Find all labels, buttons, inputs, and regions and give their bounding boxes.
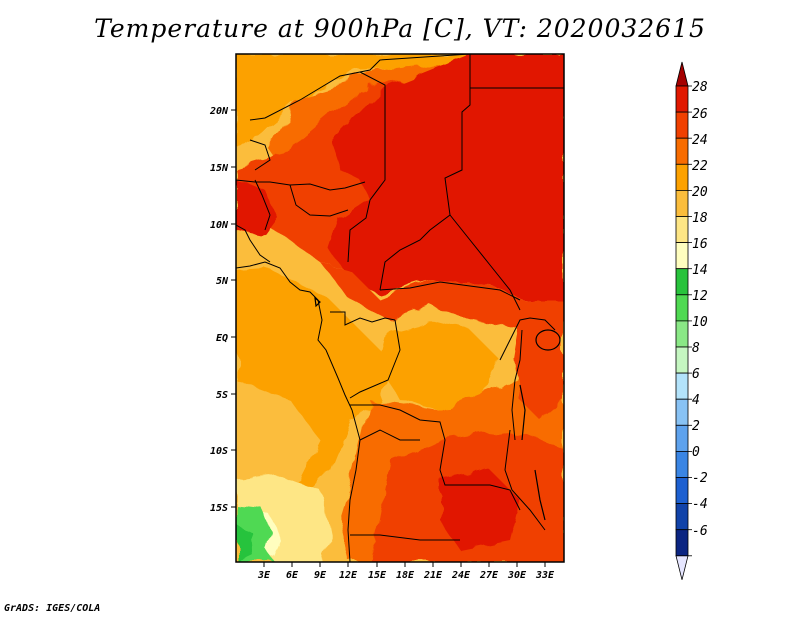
temperature-field bbox=[236, 54, 564, 562]
colorbar-swatch bbox=[675, 111, 689, 139]
colorbar-swatch bbox=[675, 242, 689, 270]
colorbar-label: 14 bbox=[692, 263, 708, 278]
lat-label-10n: 10N bbox=[210, 220, 229, 231]
lon-label-18e: 18E bbox=[396, 570, 415, 581]
colorbar-swatch bbox=[675, 529, 689, 557]
colorbar-label: 24 bbox=[692, 133, 708, 148]
colorbar-swatch bbox=[675, 85, 689, 113]
colorbar-label: 26 bbox=[692, 107, 708, 122]
colorbar-label: -4 bbox=[692, 497, 708, 512]
colorbar-label: 4 bbox=[692, 393, 700, 408]
colorbar-label: 2 bbox=[692, 419, 700, 434]
lat-label-eq: EQ bbox=[216, 333, 228, 344]
colorbar-label: 18 bbox=[692, 211, 708, 226]
colorbar-swatch bbox=[675, 372, 689, 400]
colorbar-bottom-arrow bbox=[675, 555, 689, 580]
colorbar-swatch bbox=[675, 216, 689, 244]
colorbar bbox=[675, 61, 692, 580]
colorbar-swatch bbox=[675, 346, 689, 374]
colorbar-swatch bbox=[675, 477, 689, 505]
colorbar-label: 12 bbox=[692, 289, 708, 304]
lat-label-10s: 10S bbox=[210, 446, 228, 457]
colorbar-swatch bbox=[675, 450, 689, 478]
colorbar-label: -2 bbox=[692, 471, 708, 486]
lakes bbox=[314, 296, 561, 521]
lon-label-6e: 6E bbox=[286, 570, 299, 581]
colorbar-top-arrow bbox=[675, 61, 689, 87]
colorbar-label: 28 bbox=[692, 80, 708, 95]
lon-label-24e: 24E bbox=[451, 570, 471, 581]
lon-label-9e: 9E bbox=[314, 570, 327, 581]
colorbar-label: 10 bbox=[692, 315, 708, 330]
latitude-axis: 20N 15N 10N 5N EQ 5S 10S 15S bbox=[209, 106, 236, 514]
lat-label-5s: 5S bbox=[216, 390, 228, 401]
colorbar-swatch bbox=[675, 503, 689, 531]
colorbar-swatch bbox=[675, 268, 689, 296]
lat-label-15s: 15S bbox=[210, 503, 228, 514]
lon-label-27e: 27E bbox=[479, 570, 499, 581]
colorbar-label: 8 bbox=[692, 341, 700, 356]
colorbar-swatch bbox=[675, 320, 689, 348]
colorbar-label: 22 bbox=[692, 159, 708, 174]
colorbar-labels: 28 26 24 22 20 18 16 14 12 10 8 6 4 2 0 … bbox=[692, 80, 708, 539]
colorbar-swatch bbox=[675, 137, 689, 165]
colorbar-swatch bbox=[675, 189, 689, 217]
lon-label-21e: 21E bbox=[423, 570, 443, 581]
lon-label-12e: 12E bbox=[339, 570, 358, 581]
lon-label-15e: 15E bbox=[368, 570, 387, 581]
lat-label-15n: 15N bbox=[210, 163, 229, 174]
lat-label-20n: 20N bbox=[209, 106, 229, 117]
colorbar-swatch bbox=[675, 424, 689, 452]
colorbar-label: -6 bbox=[692, 524, 708, 539]
map-title: Temperature at 900hPa [C], VT: 202003261… bbox=[94, 14, 706, 43]
country-borders bbox=[236, 54, 564, 562]
lon-label-30e: 30E bbox=[507, 570, 527, 581]
colorbar-swatch bbox=[675, 163, 689, 191]
lat-label-5n: 5N bbox=[216, 276, 229, 287]
lon-label-33e: 33E bbox=[535, 570, 555, 581]
colorbar-swatch bbox=[675, 294, 689, 322]
colorbar-swatch bbox=[675, 398, 689, 426]
plot-frame bbox=[235, 53, 565, 563]
colorbar-label: 20 bbox=[692, 185, 708, 200]
lon-label-3e: 3E bbox=[257, 570, 271, 581]
colorbar-label: 16 bbox=[692, 237, 708, 252]
footer-credit: GrADS: IGES/COLA bbox=[4, 603, 101, 614]
colorbar-label: 6 bbox=[692, 367, 700, 382]
longitude-axis: 3E 6E 9E 12E 15E 18E 21E 24E 27E 30E 33E bbox=[257, 562, 555, 581]
colorbar-label: 0 bbox=[692, 445, 700, 460]
